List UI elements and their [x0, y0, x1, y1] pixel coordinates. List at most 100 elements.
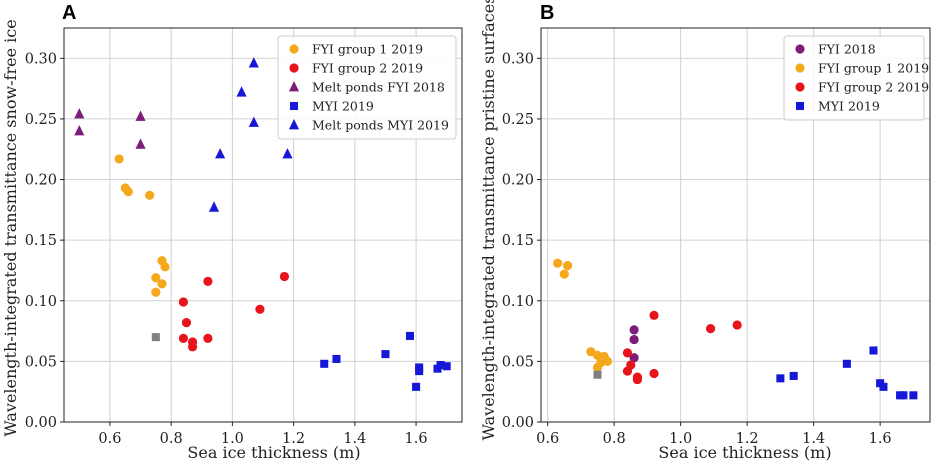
y-tick-label: 0.15 — [25, 233, 57, 249]
point-fyi-group-1-2019 — [562, 261, 573, 271]
y-tick-label: 0.00 — [25, 415, 57, 431]
panel-b-y-ticks: 0.00 0.05 0.10 0.15 0.20 0.25 0.30 — [502, 51, 541, 431]
point-myi-2019 — [909, 391, 918, 400]
point-melt-ponds-fyi-2018 — [74, 108, 85, 119]
legend-label-fyi-group-1-2019: FYI group 1 2019 — [312, 42, 423, 57]
panel-b-legend: FYI 2018 FYI group 1 2019 FYI group 2 2019… — [783, 35, 929, 121]
legend-marker-myi-2019 — [795, 101, 805, 111]
x-tick-label: 1.0 — [669, 431, 692, 447]
y-tick-label: 0.00 — [502, 415, 534, 431]
point-fyi-group-1-2019 — [553, 258, 563, 268]
legend-label-melt-ponds-myi-2019: Melt ponds MYI 2019 — [312, 118, 449, 133]
point-myi-2019 — [789, 371, 798, 380]
point-fyi-group-1-2019 — [559, 269, 569, 279]
legend-marker-fyi-group-1-2019 — [289, 44, 299, 54]
point-melt-ponds-myi-2019 — [282, 148, 293, 159]
point-fyi-group-1-2019 — [114, 154, 124, 164]
legend-label-melt-ponds-fyi-2018: Melt ponds FYI 2018 — [312, 80, 445, 95]
y-tick-label: 0.20 — [502, 173, 534, 189]
point-myi-2019 — [776, 374, 785, 383]
panel-b-marks — [553, 258, 918, 400]
point-myi-2019 — [405, 331, 414, 340]
panel-a-x-ticks: 0.6 0.8 1.0 1.2 1.4 1.6 — [98, 422, 428, 447]
x-tick-label: 1.6 — [869, 431, 892, 447]
x-tick-label: 0.8 — [160, 431, 183, 447]
point-myi-2019 — [320, 359, 329, 368]
legend-marker-fyi-group-2-2019 — [289, 63, 299, 73]
x-tick-label: 0.6 — [98, 431, 121, 447]
y-tick-label: 0.10 — [502, 294, 534, 310]
y-tick-label: 0.25 — [502, 112, 534, 128]
legend-box — [783, 35, 925, 121]
point-myi-2019 — [332, 354, 341, 363]
legend-label-myi-2019: MYI 2019 — [818, 99, 880, 114]
point-fyi-group-2-2019 — [732, 320, 742, 330]
legend-marker-fyi-group-2-2019 — [795, 82, 805, 92]
point-melt-ponds-myi-2019 — [248, 116, 259, 127]
point-fyi-group-1-2019 — [157, 279, 167, 289]
legend-marker-fyi-2018 — [795, 44, 805, 54]
point-fyi-2018 — [629, 353, 639, 363]
panel-b-y-axis-label: Wavelength-integrated transmittance pris… — [479, 0, 498, 440]
point-fyi-group-1-2019 — [151, 273, 161, 283]
panel-a-x-axis-label: Sea ice thickness (m) — [187, 443, 360, 462]
point-myi-2019 — [842, 359, 851, 368]
legend-label-myi-2019: MYI 2019 — [312, 99, 374, 114]
point-point — [151, 333, 160, 342]
panel-a-y-axis-label: Wavelength-integrated transmittance snow… — [1, 19, 20, 436]
x-tick-label: 0.6 — [536, 431, 559, 447]
point-fyi-group-2-2019 — [622, 348, 633, 358]
panel-b-frame — [540, 27, 931, 423]
point-fyi-group-2-2019 — [255, 304, 265, 314]
panel-a: A 0.6 0.8 1.0 1.2 1.4 1.6 0.00 0.05 0.10 0.15 0.2… — [1, 2, 463, 462]
point-fyi-group-2-2019 — [178, 297, 188, 307]
plot-frame — [540, 27, 931, 423]
panel-a-legend: FYI group 1 2019 FYI group 2 2019 Melt pon… — [277, 35, 457, 140]
x-tick-label: 1.0 — [221, 431, 244, 447]
point-melt-ponds-myi-2019 — [208, 201, 220, 212]
point-myi-2019 — [879, 382, 888, 391]
point-fyi-group-1-2019 — [151, 287, 161, 297]
x-tick-label: 0.8 — [603, 431, 626, 447]
y-tick-label: 0.10 — [25, 294, 57, 310]
y-tick-label: 0.25 — [25, 112, 57, 128]
point-fyi-group-2-2019 — [181, 317, 192, 328]
panel-a-marks — [74, 57, 451, 391]
legend-marker-melt-ponds-fyi-2018 — [288, 81, 300, 92]
legend-marker-myi-2019 — [289, 101, 299, 111]
legend-label-fyi-group-1-2019: FYI group 1 2019 — [818, 61, 929, 76]
legend-marker-fyi-group-1-2019 — [795, 63, 805, 73]
panel-a-frame — [63, 27, 463, 423]
panel-b-label: B — [540, 2, 554, 24]
x-tick-label: 1.4 — [343, 431, 366, 447]
x-tick-label: 1.2 — [736, 431, 759, 447]
point-fyi-group-2-2019 — [187, 342, 198, 352]
point-myi-2019 — [869, 346, 878, 355]
point-myi-2019 — [412, 382, 421, 391]
point-melt-ponds-myi-2019 — [215, 148, 226, 159]
legend-box — [277, 35, 457, 140]
point-myi-2019 — [436, 360, 445, 370]
plot-frame — [63, 27, 463, 423]
y-tick-label: 0.30 — [502, 51, 534, 67]
panel-b-x-ticks: 0.6 0.8 1.0 1.2 1.4 1.6 — [536, 422, 892, 447]
point-fyi-group-2-2019 — [203, 333, 213, 343]
panel-b: B 0.6 0.8 1.0 1.2 1.4 1.6 0.00 0.05 0.10 0.15 0.2… — [479, 0, 931, 462]
point-point — [593, 370, 602, 379]
y-tick-label: 0.15 — [502, 233, 534, 249]
y-tick-label: 0.05 — [25, 354, 57, 370]
point-fyi-group-1-2019 — [160, 262, 170, 272]
point-fyi-group-2-2019 — [632, 374, 643, 385]
point-fyi-group-1-2019 — [123, 187, 133, 197]
legend-marker-melt-ponds-myi-2019 — [288, 119, 300, 130]
point-myi-2019 — [415, 367, 424, 376]
point-fyi-group-1-2019 — [145, 190, 155, 200]
y-tick-label: 0.30 — [25, 51, 57, 67]
x-tick-label: 1.4 — [802, 431, 825, 447]
legend-label-fyi-group-2-2019: FYI group 2 2019 — [818, 80, 929, 95]
x-tick-label: 1.6 — [405, 431, 428, 447]
y-tick-label: 0.05 — [502, 354, 534, 370]
point-myi-2019 — [899, 391, 908, 400]
point-fyi-group-2-2019 — [649, 368, 659, 379]
